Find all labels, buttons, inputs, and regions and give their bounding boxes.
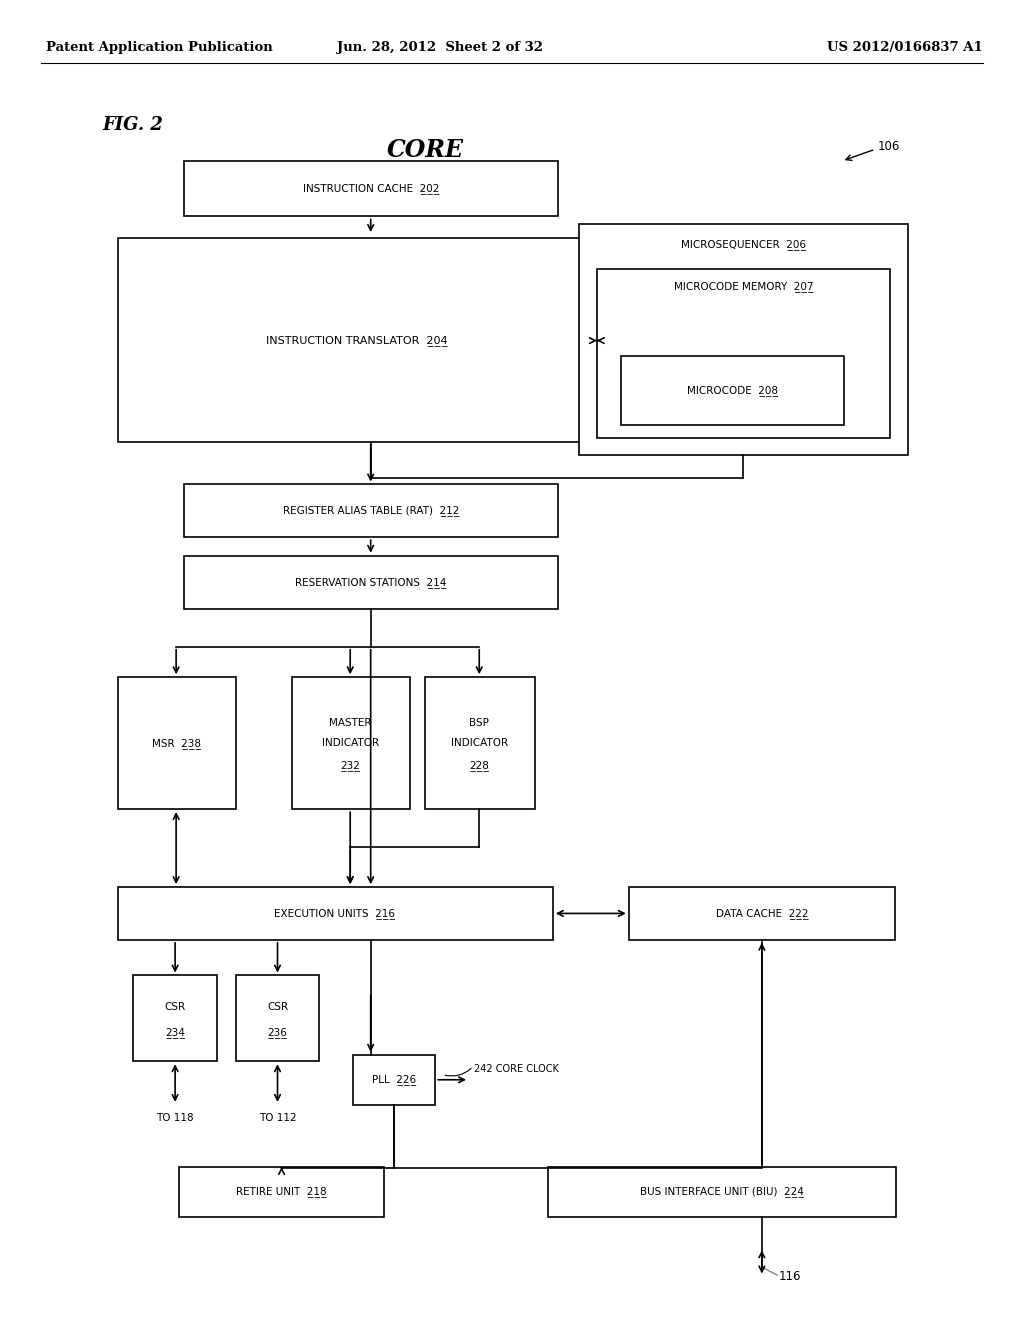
Bar	[133, 975, 217, 1061]
Bar	[425, 677, 535, 809]
Bar	[184, 161, 558, 216]
Text: CORE: CORE	[386, 139, 464, 162]
Text: INSTRUCTION CACHE  2̲0̲2̲: INSTRUCTION CACHE 2̲0̲2̲	[302, 183, 439, 194]
Text: 2̲2̲8̲: 2̲2̲8̲	[469, 760, 489, 771]
Bar	[184, 484, 558, 537]
Bar	[629, 887, 895, 940]
Bar	[292, 677, 410, 809]
Bar	[118, 887, 553, 940]
Text: MSR  2̲3̲8̲: MSR 2̲3̲8̲	[152, 738, 201, 748]
Text: 2̲3̲4̲: 2̲3̲4̲	[165, 1027, 185, 1038]
Bar	[184, 556, 558, 609]
Bar	[621, 356, 844, 425]
Text: Jun. 28, 2012  Sheet 2 of 32: Jun. 28, 2012 Sheet 2 of 32	[337, 41, 544, 54]
Text: MICROSEQUENCER  2̲0̲6̲: MICROSEQUENCER 2̲0̲6̲	[681, 239, 806, 249]
Text: RESERVATION STATIONS  2̲1̲4̲: RESERVATION STATIONS 2̲1̲4̲	[295, 577, 446, 587]
Bar	[118, 677, 236, 809]
Text: TO 112: TO 112	[259, 1113, 296, 1123]
Text: INSTRUCTION TRANSLATOR  2̲0̲4̲: INSTRUCTION TRANSLATOR 2̲0̲4̲	[265, 335, 447, 346]
Bar	[179, 1167, 384, 1217]
Text: 116: 116	[778, 1270, 801, 1283]
Bar	[236, 975, 319, 1061]
Text: MASTER: MASTER	[329, 718, 372, 729]
Bar	[597, 269, 890, 438]
Text: REGISTER ALIAS TABLE (RAT)  2̲1̲2̲: REGISTER ALIAS TABLE (RAT) 2̲1̲2̲	[283, 506, 459, 516]
Text: CSR: CSR	[267, 1002, 288, 1012]
Text: 106: 106	[878, 140, 900, 153]
Text: INDICATOR: INDICATOR	[451, 738, 508, 748]
Text: US 2012/0166837 A1: US 2012/0166837 A1	[827, 41, 983, 54]
Bar	[548, 1167, 896, 1217]
Text: RETIRE UNIT  2̲1̲8̲: RETIRE UNIT 2̲1̲8̲	[237, 1187, 327, 1197]
Bar	[118, 238, 594, 442]
Bar	[353, 1055, 435, 1105]
Text: Patent Application Publication: Patent Application Publication	[46, 41, 272, 54]
Text: TO 118: TO 118	[157, 1113, 194, 1123]
Text: EXECUTION UNITS  2̲1̲6̲: EXECUTION UNITS 2̲1̲6̲	[274, 908, 395, 919]
Text: DATA CACHE  2̲2̲2̲: DATA CACHE 2̲2̲2̲	[716, 908, 808, 919]
Text: MICROCODE  2̲0̲8̲: MICROCODE 2̲0̲8̲	[687, 385, 777, 396]
Text: 242 CORE CLOCK: 242 CORE CLOCK	[474, 1064, 559, 1074]
Text: PLL  2̲2̲6̲: PLL 2̲2̲6̲	[372, 1074, 417, 1085]
Text: FIG. 2: FIG. 2	[102, 116, 163, 135]
Text: 2̲3̲6̲: 2̲3̲6̲	[267, 1027, 288, 1038]
Text: CSR: CSR	[165, 1002, 185, 1012]
Text: MICROCODE MEMORY  2̲0̲7̲: MICROCODE MEMORY 2̲0̲7̲	[674, 281, 813, 292]
Text: BUS INTERFACE UNIT (BIU)  2̲2̲4̲: BUS INTERFACE UNIT (BIU) 2̲2̲4̲	[640, 1187, 804, 1197]
Bar	[579, 224, 908, 455]
Text: BSP: BSP	[469, 718, 489, 729]
Text: INDICATOR: INDICATOR	[322, 738, 379, 748]
Text: 2̲3̲2̲: 2̲3̲2̲	[340, 760, 360, 771]
